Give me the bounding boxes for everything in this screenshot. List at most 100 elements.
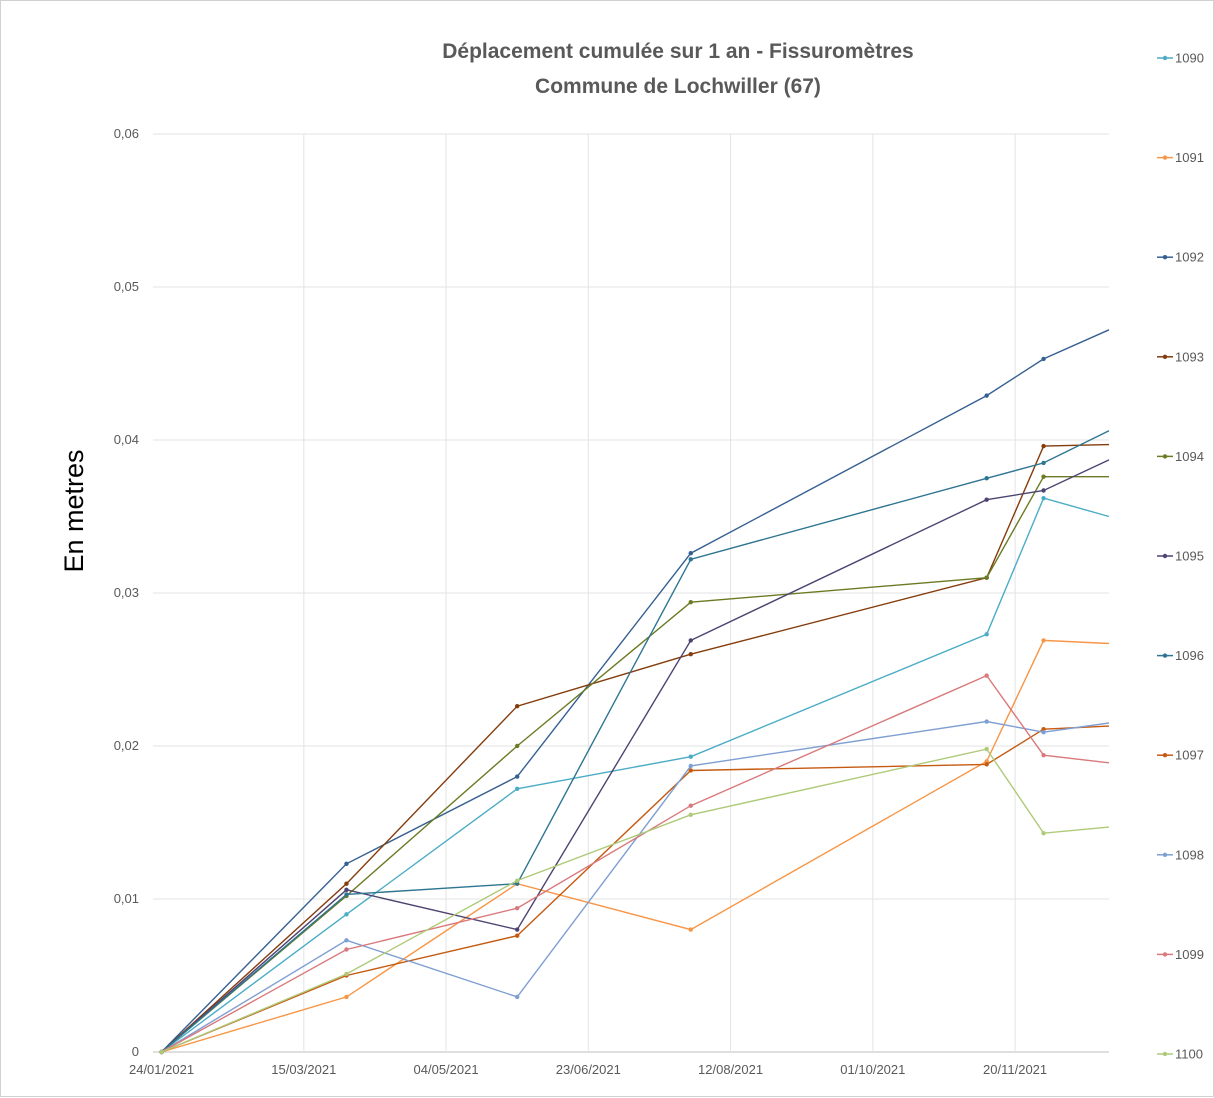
data-point	[688, 551, 693, 556]
data-point	[344, 892, 349, 897]
data-point	[514, 905, 520, 911]
data-point	[688, 768, 693, 773]
chart-title: Déplacement cumulée sur 1 an - Fissuromè…	[442, 40, 914, 63]
x-tick-label: 04/05/2021	[414, 1062, 479, 1077]
series-1098	[159, 719, 1110, 1055]
data-point	[344, 947, 349, 952]
series-1099	[159, 673, 1110, 1055]
x-tick-label: 24/01/2021	[129, 1062, 194, 1077]
data-point	[514, 878, 520, 883]
data-point	[984, 719, 989, 724]
legend: 1090 1091 1092 1093 1094 1095 1096 1097 1098 1099…	[1157, 51, 1204, 1062]
data-point	[514, 927, 520, 932]
data-point	[159, 1049, 164, 1055]
legend-item: 1091	[1157, 150, 1204, 165]
chart-subtitle: Commune de Lochwiller (67)	[535, 75, 821, 98]
x-tick-label: 01/10/2021	[840, 1062, 905, 1077]
data-point	[984, 575, 989, 580]
x-tick-label: 23/06/2021	[556, 1062, 621, 1077]
legend-label: 1097	[1175, 748, 1204, 763]
data-point	[1041, 443, 1046, 449]
y-tick-label: 0,04	[114, 432, 139, 447]
legend-item: 1098	[1157, 847, 1204, 862]
legend-item: 1093	[1157, 349, 1204, 364]
data-point	[984, 476, 989, 481]
data-point	[1041, 752, 1046, 758]
data-point	[688, 638, 693, 643]
legend-label: 1099	[1175, 947, 1204, 962]
legend-label: 1096	[1175, 648, 1204, 663]
legend-label: 1094	[1175, 449, 1204, 464]
data-point	[984, 673, 989, 678]
legend-marker	[1162, 55, 1168, 61]
data-point	[688, 599, 693, 605]
y-axis-label: En metres	[59, 449, 89, 572]
data-point	[688, 812, 693, 818]
data-point	[1041, 638, 1046, 643]
x-tick-label: 20/11/2021	[983, 1062, 1047, 1077]
y-tick-label: 0,05	[114, 279, 139, 294]
data-point	[344, 912, 349, 917]
legend-marker	[1162, 753, 1168, 758]
legend-label: 1093	[1175, 349, 1204, 364]
data-point	[514, 704, 520, 709]
data-point	[688, 763, 693, 769]
series-1095	[159, 459, 1110, 1055]
legend-item: 1097	[1157, 748, 1204, 763]
legend-marker	[1162, 1051, 1168, 1057]
series-1096	[159, 430, 1110, 1055]
data-point	[688, 803, 693, 808]
legend-label: 1100	[1175, 1047, 1203, 1062]
legend-marker	[1162, 553, 1168, 559]
series-1090	[159, 495, 1110, 1055]
x-tick-label: 15/03/2021	[271, 1062, 336, 1077]
y-tick-label: 0	[132, 1044, 139, 1059]
data-point	[1041, 495, 1046, 501]
data-point	[1041, 831, 1046, 836]
data-point	[1041, 356, 1046, 362]
legend-label: 1098	[1175, 847, 1204, 862]
series-1097	[159, 725, 1110, 1055]
data-point	[984, 393, 989, 398]
data-point	[1041, 474, 1046, 479]
legend-item: 1096	[1157, 648, 1204, 663]
y-tick-label: 0,06	[114, 126, 139, 141]
legend-marker	[1162, 354, 1168, 359]
legend-item: 1100	[1157, 1047, 1203, 1062]
data-point	[344, 994, 349, 1000]
series-1092	[159, 329, 1110, 1055]
data-point	[1041, 488, 1046, 493]
legend-item: 1095	[1157, 549, 1204, 564]
legend-label: 1092	[1175, 250, 1204, 265]
legend-label: 1091	[1175, 150, 1204, 165]
legend-marker	[1162, 852, 1168, 857]
data-point	[514, 774, 520, 779]
legend-item: 1092	[1157, 250, 1204, 265]
data-point	[984, 759, 989, 764]
data-point	[514, 786, 520, 792]
y-tick-label: 0,01	[114, 891, 139, 906]
y-tick-label: 0,03	[114, 585, 139, 600]
series-1100	[159, 746, 1110, 1055]
legend-label: 1090	[1175, 51, 1204, 66]
data-point	[984, 762, 989, 767]
data-point	[1041, 726, 1046, 732]
data-point	[514, 743, 520, 749]
data-point	[344, 938, 349, 943]
axis-ticks: 0 0,01 0,02 0,03 0,04 0,05 0,06 24/01/2021 15/03…	[114, 126, 1047, 1077]
data-point	[344, 861, 349, 867]
data-point	[688, 754, 693, 759]
legend-item: 1090	[1157, 51, 1204, 66]
data-point	[344, 887, 349, 893]
legend-marker	[1162, 653, 1168, 658]
legend-label: 1095	[1175, 549, 1204, 564]
series-1093	[159, 443, 1110, 1055]
data-point	[1041, 730, 1046, 735]
legend-item: 1094	[1157, 449, 1204, 464]
data-point	[514, 933, 520, 938]
legend-marker	[1162, 454, 1168, 459]
data-point	[984, 497, 989, 502]
legend-marker	[1162, 255, 1168, 260]
